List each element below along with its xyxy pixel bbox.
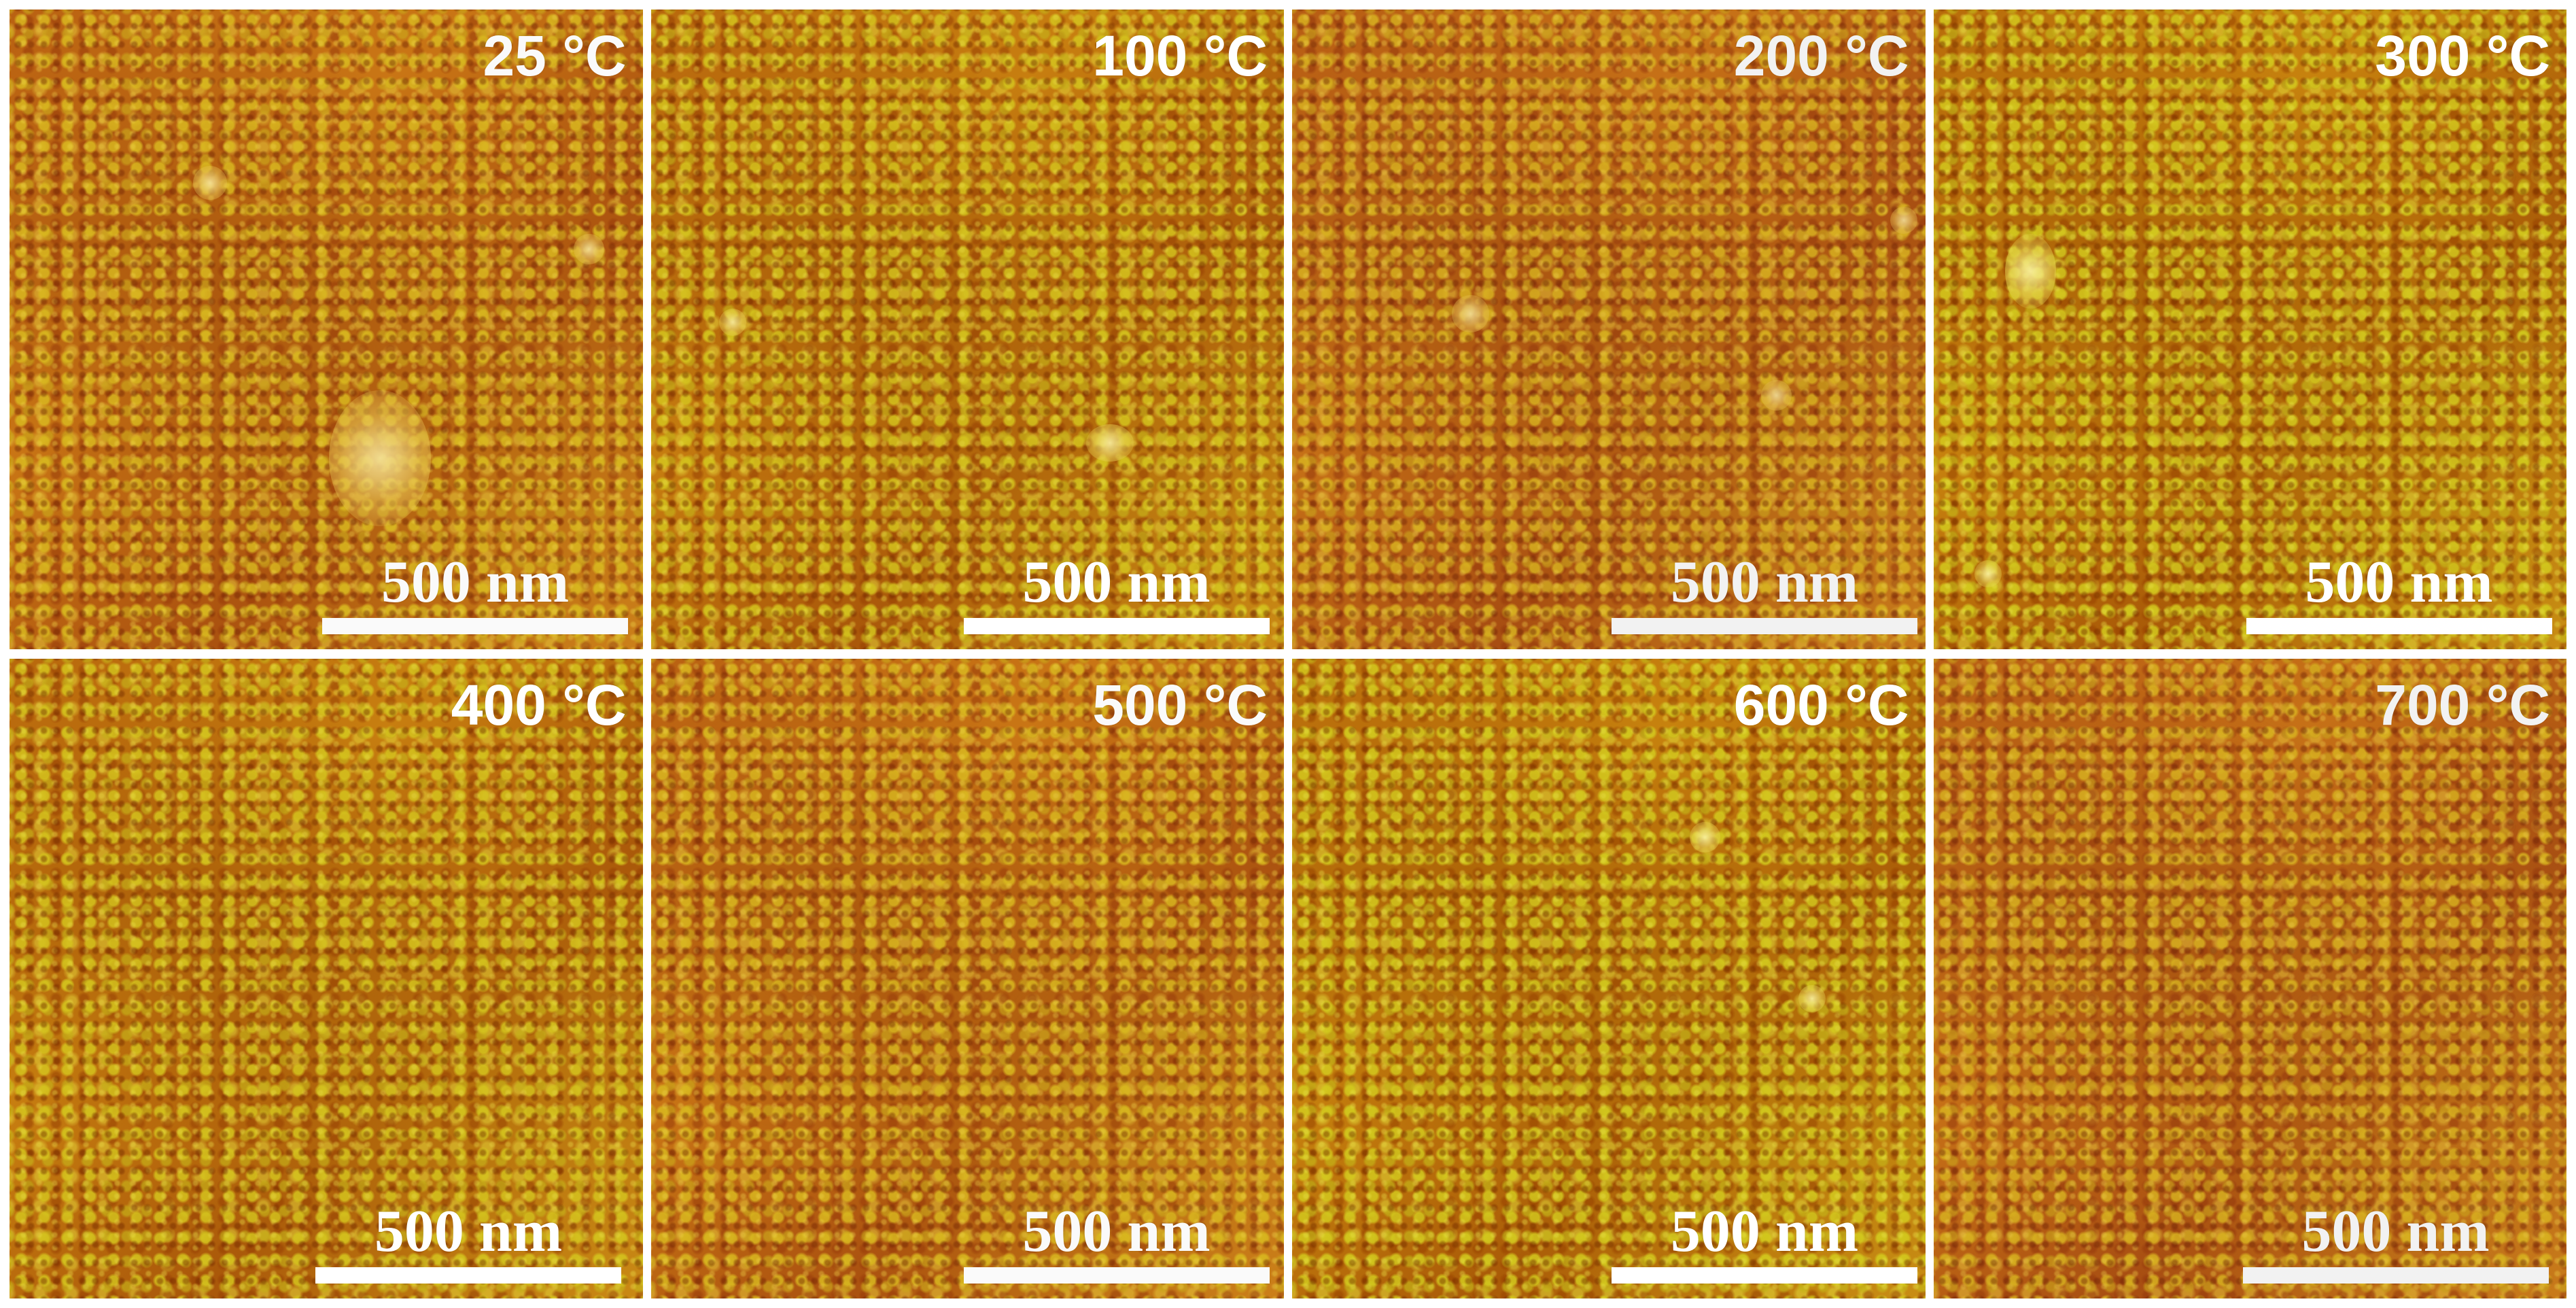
scale-bar-label: 500 nm bbox=[2301, 1199, 2490, 1264]
scale-bar-label: 500 nm bbox=[1022, 1199, 1211, 1264]
scale-bar bbox=[315, 1267, 621, 1284]
surface-particle bbox=[1761, 380, 1792, 411]
temperature-label: 400 °C bbox=[451, 673, 627, 737]
scale-bar-group: 500 nm bbox=[963, 549, 1270, 634]
afm-panel-100c: 100 °C 500 nm bbox=[650, 10, 1284, 649]
scale-bar bbox=[1612, 618, 1917, 634]
surface-particle bbox=[1690, 822, 1720, 853]
surface-particle bbox=[193, 166, 227, 200]
scale-bar bbox=[2242, 1267, 2549, 1284]
scale-bar bbox=[322, 618, 628, 634]
scale-bar-label: 500 nm bbox=[1670, 1199, 1859, 1264]
scale-bar-group: 500 nm bbox=[1612, 553, 1917, 634]
scale-bar-label: 500 nm bbox=[381, 549, 570, 615]
scale-bar bbox=[2246, 618, 2552, 634]
afm-panel-25c: 25 °C 500 nm bbox=[10, 10, 643, 649]
scale-bar bbox=[963, 1267, 1270, 1284]
surface-particle bbox=[574, 234, 604, 264]
surface-particle bbox=[1798, 985, 1826, 1012]
scale-bar-label: 500 nm bbox=[1022, 549, 1211, 615]
temperature-label: 200 °C bbox=[1733, 24, 1909, 88]
temperature-label: 300 °C bbox=[2375, 24, 2550, 88]
surface-particle bbox=[1890, 207, 1917, 234]
afm-panel-200c: 200 °C 500 nm bbox=[1292, 10, 1926, 649]
temperature-label: 500 °C bbox=[1092, 673, 1268, 737]
temperature-label: 600 °C bbox=[1733, 673, 1909, 737]
scale-bar-group: 500 nm bbox=[2246, 553, 2552, 634]
scale-bar-group: 500 nm bbox=[2242, 1199, 2549, 1284]
scale-bar-label: 500 nm bbox=[1670, 549, 1859, 615]
temperature-label: 25 °C bbox=[483, 24, 627, 88]
surface-particle bbox=[2004, 234, 2056, 309]
surface-particle bbox=[1085, 424, 1134, 462]
afm-panel-700c: 700 °C 500 nm bbox=[1933, 659, 2566, 1298]
scale-bar bbox=[963, 618, 1270, 634]
scale-bar-group: 500 nm bbox=[315, 1202, 621, 1284]
surface-particle bbox=[718, 309, 746, 336]
scale-bar-group: 500 nm bbox=[1612, 1202, 1917, 1284]
afm-panel-600c: 600 °C 500 nm bbox=[1292, 659, 1926, 1298]
temperature-label: 700 °C bbox=[2375, 673, 2550, 737]
afm-panel-300c: 300 °C 500 nm bbox=[1933, 10, 2566, 649]
temperature-label: 100 °C bbox=[1092, 24, 1268, 88]
surface-particle bbox=[329, 390, 431, 526]
surface-particle bbox=[1452, 295, 1489, 332]
scale-bar-label: 500 nm bbox=[2305, 549, 2493, 615]
afm-panel-500c: 500 °C 500 nm bbox=[650, 659, 1284, 1298]
surface-particle bbox=[1974, 560, 2002, 587]
scale-bar-group: 500 nm bbox=[963, 1199, 1270, 1284]
scale-bar-group: 500 nm bbox=[322, 553, 628, 634]
scale-bar-label: 500 nm bbox=[374, 1199, 563, 1264]
scale-bar bbox=[1612, 1267, 1917, 1284]
afm-panel-400c: 400 °C 500 nm bbox=[10, 659, 643, 1298]
afm-image-grid: 25 °C 500 nm 100 °C 500 nm 200 °C 500 nm… bbox=[10, 10, 2566, 1298]
